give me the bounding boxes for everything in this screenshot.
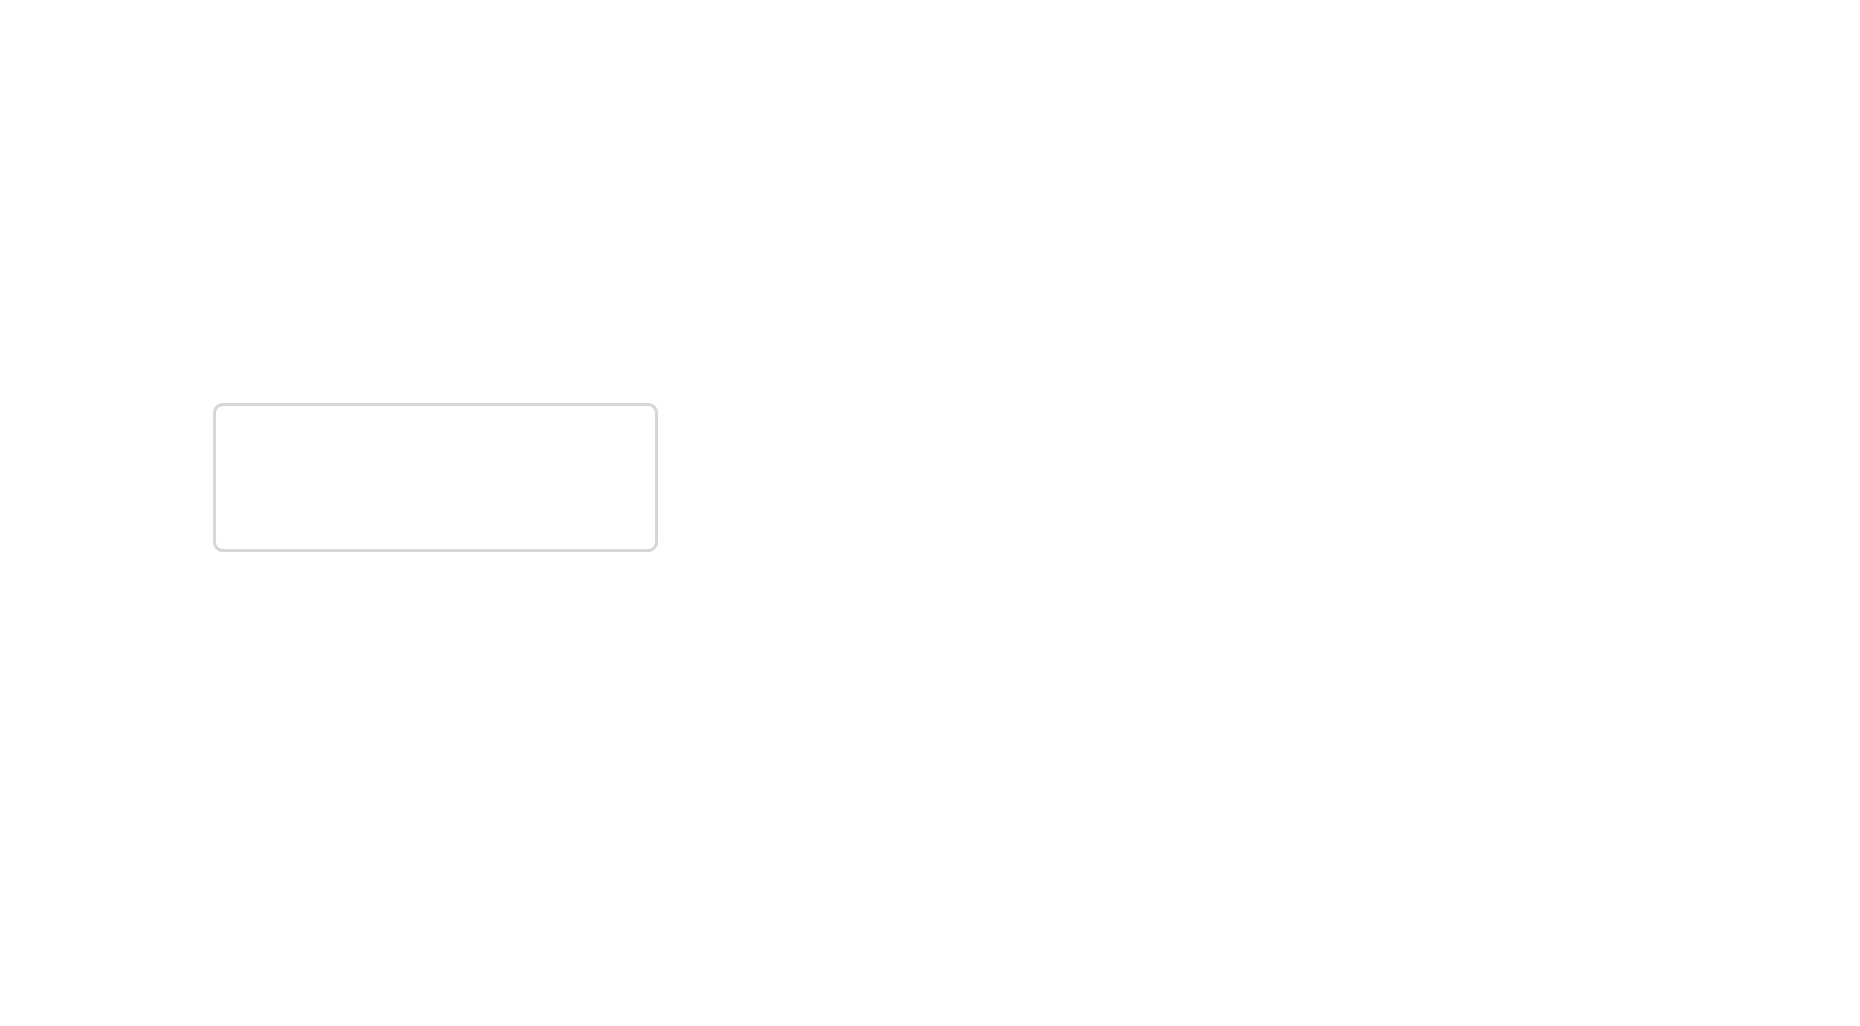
legend xyxy=(213,403,658,552)
legend-marker-line-icon xyxy=(238,508,330,516)
legend-marker-dot-icon xyxy=(265,439,284,458)
